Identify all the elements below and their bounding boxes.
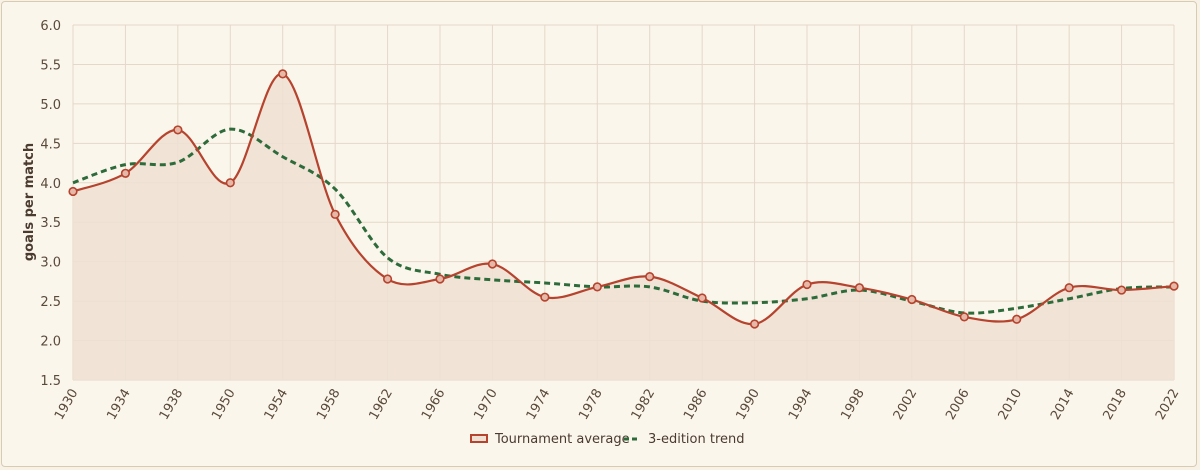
x-tick-label: 1954 [262,387,292,423]
legend-label-tournament-average: Tournament average [494,432,630,447]
x-tick-label: 1962 [366,387,396,423]
x-tick-label: 1998 [838,387,868,423]
x-axis-ticks: 1930 1934 1938 1950 1954 1958 1962 1966 1970 1974… [52,387,1183,423]
data-point-2002[interactable] [907,294,917,305]
data-point-1990[interactable] [749,319,760,329]
data-point-1930[interactable] [68,186,78,197]
x-tick-label: 2006 [943,387,973,423]
x-tick-label: 1986 [681,387,711,423]
trend-line [72,127,1175,315]
x-tick-label: 1970 [471,387,501,423]
data-point-2022[interactable] [1169,281,1179,291]
data-point-1962[interactable] [382,274,393,284]
x-tick-label: 1930 [52,387,82,423]
data-point-1970[interactable] [487,259,498,269]
data-point-1986[interactable] [697,293,707,303]
y-tick-label: 3.0 [40,256,61,271]
x-tick-label: 1958 [314,387,344,423]
y-tick-label: 5.0 [40,98,61,113]
data-point-1982[interactable] [645,272,655,282]
y-tick-label: 1.5 [40,374,61,389]
x-tick-label: 2010 [996,387,1026,423]
data-point-1966[interactable] [435,274,445,284]
legend-item-3-edition-trend[interactable]: 3-edition trend [624,432,745,447]
data-point-markers [68,69,1179,329]
y-tick-label: 4.0 [40,177,61,192]
tournament-average-line [72,72,1175,326]
x-tick-label: 1938 [157,387,187,423]
x-tick-label: 2002 [891,387,921,423]
x-tick-label: 1950 [209,387,239,423]
data-point-1938[interactable] [173,125,183,135]
x-tick-label: 1978 [576,387,606,423]
data-point-1974[interactable] [540,292,550,302]
data-point-1950[interactable] [225,178,235,188]
data-point-1998[interactable] [854,283,865,293]
y-tick-label: 3.5 [40,216,61,231]
x-tick-label: 1974 [524,387,554,423]
x-tick-label: 1982 [629,387,659,423]
x-tick-label: 2018 [1100,387,1130,423]
data-point-1934[interactable] [120,168,131,178]
data-point-1954[interactable] [278,69,288,79]
y-axis-label: goals per match [22,143,37,261]
legend-swatch-tournament-average [470,434,488,443]
data-point-2006[interactable] [959,312,969,322]
x-tick-label: 1966 [419,387,449,423]
data-point-2014[interactable] [1064,283,1074,293]
y-tick-label: 6.0 [40,19,61,34]
x-tick-label: 2022 [1153,387,1183,423]
data-point-1978[interactable] [592,282,602,292]
x-tick-label: 1934 [104,387,134,423]
data-point-2018[interactable] [1116,285,1127,295]
tournament-average-area [73,73,1174,380]
data-point-1958[interactable] [330,209,340,219]
data-point-2010[interactable] [1012,314,1022,324]
y-tick-label: 5.5 [40,58,61,73]
legend-label-3-edition-trend: 3-edition trend [648,432,745,447]
y-tick-label: 2.0 [40,335,61,350]
y-tick-label: 2.5 [40,295,61,310]
y-axis-ticks: 1.5 2.0 2.5 3.0 3.5 4.0 4.5 5.0 5.5 6.0 [40,19,61,389]
y-tick-label: 4.5 [40,137,61,152]
x-tick-label: 2014 [1048,387,1078,423]
data-point-1994[interactable] [802,279,812,290]
x-tick-label: 1994 [786,387,816,423]
legend: Tournament average 3-edition trend [470,432,745,447]
legend-item-tournament-average[interactable]: Tournament average [470,432,630,447]
x-tick-label: 1990 [733,387,763,423]
